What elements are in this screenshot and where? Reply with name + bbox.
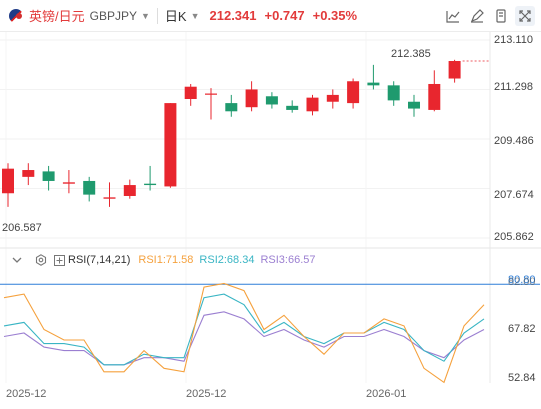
- rsi3-value: RSI3:66.57: [260, 254, 316, 266]
- separator: [156, 7, 158, 24]
- candle-body: [347, 81, 360, 104]
- symbol-code[interactable]: GBPJPY: [89, 8, 137, 23]
- candle-body: [103, 197, 116, 199]
- candle-body: [387, 85, 400, 101]
- indicator-name[interactable]: RSI(7,14,21): [68, 254, 131, 266]
- rsi-axis-label: 52.84: [508, 372, 536, 384]
- candle-body: [286, 105, 299, 110]
- candle-body: [367, 82, 380, 86]
- last-price: 212.341: [209, 8, 257, 23]
- rsi3-line: [3, 311, 485, 366]
- draw-icon[interactable]: [467, 6, 487, 26]
- low-price-label: 206.587: [2, 222, 42, 234]
- fullscreen-icon[interactable]: [491, 6, 511, 26]
- period-dropdown-icon[interactable]: ▼: [190, 10, 200, 21]
- candle-body: [83, 180, 96, 195]
- candle-body: [184, 86, 197, 100]
- price-axis-label: 205.862: [494, 231, 534, 243]
- candle-body: [448, 61, 461, 79]
- candle-body: [164, 103, 177, 187]
- candle-body: [205, 93, 217, 95]
- rsi2-value: RSI2:68.34: [199, 254, 255, 266]
- settings-icon[interactable]: [34, 253, 48, 267]
- price-change-percent: +0.35%: [312, 8, 358, 23]
- rsi2-line: [3, 293, 485, 366]
- quote-header: 英镑/日元 GBPJPY ▼ 日K ▼ 212.341 +0.747 +0.35…: [0, 0, 541, 32]
- rsi1-value: RSI1:71.58: [138, 254, 194, 266]
- rsi1-line: [3, 282, 485, 384]
- expand-icon[interactable]: [515, 6, 535, 26]
- candle-body: [123, 185, 136, 196]
- price-axis-label: 211.298: [494, 81, 533, 93]
- price-change: +0.747: [264, 8, 305, 23]
- candle-body: [2, 168, 14, 194]
- rsi-axis-label: 67.82: [508, 323, 536, 335]
- candle-body: [144, 183, 157, 186]
- price-axis-label: 213.110: [494, 34, 533, 46]
- candle-body: [42, 171, 55, 181]
- candle-body: [306, 97, 319, 112]
- price-axis-label: 209.486: [494, 135, 534, 147]
- add-indicator-icon[interactable]: [52, 253, 66, 267]
- period-selector[interactable]: 日K: [164, 9, 187, 24]
- rsi-axis-label: 80.80: [508, 274, 536, 286]
- candle-body: [245, 89, 258, 108]
- collapse-icon[interactable]: [10, 253, 24, 267]
- candle-body: [22, 170, 35, 177]
- candle-body: [326, 94, 339, 102]
- date-axis-label: 2026-01: [366, 388, 407, 400]
- chart-toolbar: [439, 6, 535, 26]
- candle-body: [265, 96, 278, 105]
- symbol-dropdown-icon[interactable]: ▼: [140, 10, 150, 21]
- gbp-jpy-flag-icon: [9, 8, 23, 23]
- high-price-label: 212.385: [391, 48, 431, 60]
- symbol-name[interactable]: 英镑/日元: [29, 9, 85, 24]
- candle-body: [62, 182, 75, 184]
- date-axis-label: 2025-12: [186, 388, 227, 400]
- date-axis-label: 2025-12: [6, 388, 47, 400]
- candle-body: [408, 101, 420, 109]
- candle-body: [225, 103, 238, 112]
- indicator-legend: RSI(7,14,21) RSI1:71.58 RSI2:68.34 RSI3:…: [0, 250, 316, 270]
- price-axis-label: 207.674: [494, 189, 534, 201]
- chart-style-icon[interactable]: [443, 6, 463, 26]
- rsi-axis-label: 82.00: [508, 276, 536, 288]
- candle-body: [428, 83, 441, 110]
